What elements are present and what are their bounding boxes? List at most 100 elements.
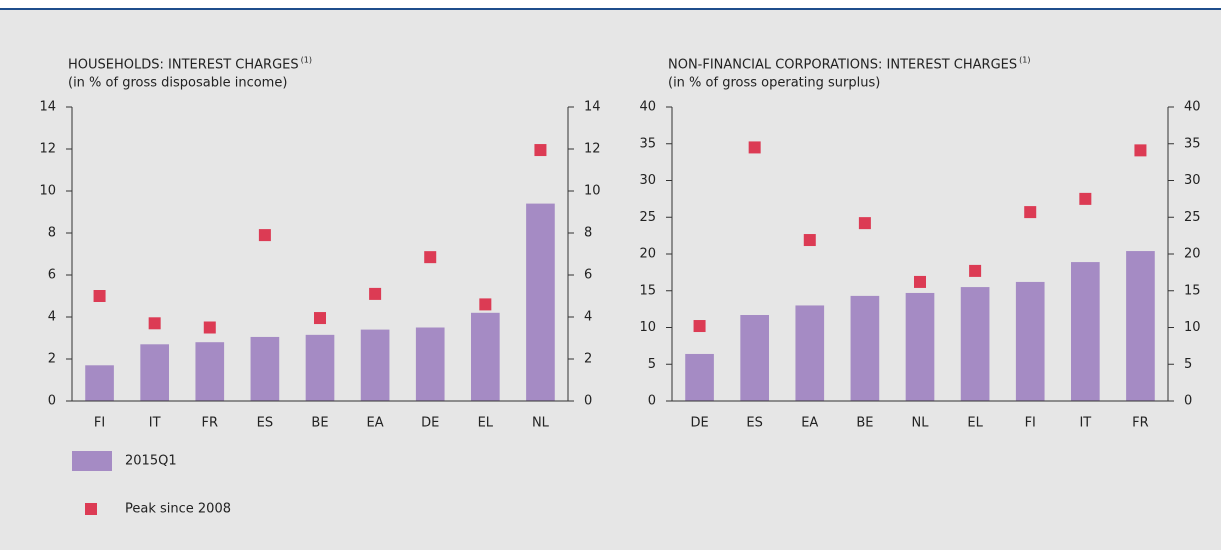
x-tick-label: FR bbox=[202, 416, 219, 431]
y-tick-label: 30 bbox=[639, 173, 656, 188]
y-tick-label: 2 bbox=[48, 352, 56, 367]
peak-marker bbox=[914, 275, 926, 288]
title-note: (1) bbox=[301, 56, 312, 65]
x-tick-label: FI bbox=[1025, 416, 1036, 431]
y2-tick-label: 8 bbox=[584, 226, 592, 241]
y-tick-label: 0 bbox=[648, 394, 656, 409]
legend-label: 2015Q1 bbox=[125, 454, 177, 469]
peak-marker bbox=[858, 217, 871, 230]
x-tick-label: NL bbox=[912, 416, 930, 431]
chart-title: NON-FINANCIAL CORPORATIONS: INTEREST CHA… bbox=[668, 58, 1017, 73]
bar bbox=[415, 327, 445, 401]
chart-subtitle: (in % of gross disposable income) bbox=[68, 76, 287, 91]
bar bbox=[471, 312, 500, 401]
y-tick-label: 10 bbox=[39, 184, 56, 199]
bar bbox=[905, 292, 935, 401]
peak-marker bbox=[969, 264, 982, 277]
y-tick-label: 14 bbox=[39, 100, 56, 115]
peak-marker bbox=[479, 298, 492, 311]
y-tick-label: 40 bbox=[639, 100, 656, 115]
bar bbox=[85, 365, 114, 401]
y2-tick-label: 15 bbox=[1184, 283, 1201, 298]
x-tick-label: ES bbox=[257, 416, 273, 431]
y2-tick-label: 20 bbox=[1184, 247, 1201, 262]
legend: 2015Q1 Peak since 2008 bbox=[72, 451, 231, 517]
x-tick-label: EA bbox=[367, 416, 384, 431]
peak-marker bbox=[93, 290, 106, 302]
x-tick-label: DE bbox=[421, 416, 439, 431]
peak-marker bbox=[258, 229, 271, 242]
y2-tick-label: 35 bbox=[1184, 136, 1201, 151]
bar bbox=[360, 329, 390, 401]
y-tick-label: 25 bbox=[639, 210, 656, 225]
x-tick-label: BE bbox=[856, 416, 873, 431]
bar bbox=[195, 342, 225, 401]
y2-tick-label: 40 bbox=[1184, 100, 1201, 115]
peak-marker bbox=[534, 144, 547, 157]
y2-tick-label: 25 bbox=[1184, 210, 1201, 225]
title-note: (1) bbox=[1019, 56, 1030, 65]
x-tick-label: EL bbox=[967, 416, 983, 431]
bar bbox=[960, 287, 990, 401]
y2-tick-label: 14 bbox=[584, 100, 601, 115]
x-tick-label: FI bbox=[94, 416, 105, 431]
bar bbox=[305, 334, 335, 401]
y2-tick-label: 4 bbox=[584, 310, 592, 325]
x-tick-label: IT bbox=[149, 416, 161, 431]
legend-swatch bbox=[72, 451, 112, 471]
y2-tick-label: 0 bbox=[584, 394, 592, 409]
bar bbox=[685, 353, 714, 401]
legend-label: Peak since 2008 bbox=[125, 502, 231, 517]
peak-marker bbox=[803, 234, 816, 247]
chart-title: HOUSEHOLDS: INTEREST CHARGES bbox=[68, 58, 299, 73]
x-tick-label: EL bbox=[478, 416, 494, 431]
y-tick-label: 12 bbox=[39, 142, 56, 157]
y-tick-label: 20 bbox=[639, 247, 656, 262]
bar bbox=[1071, 262, 1100, 401]
bar bbox=[1126, 251, 1155, 401]
peak-marker bbox=[424, 251, 437, 264]
y2-tick-label: 5 bbox=[1184, 357, 1192, 372]
x-tick-label: DE bbox=[690, 416, 708, 431]
y-tick-label: 10 bbox=[639, 320, 656, 335]
y-tick-label: 6 bbox=[48, 268, 56, 283]
x-tick-label: ES bbox=[746, 416, 762, 431]
y2-tick-label: 2 bbox=[584, 352, 592, 367]
bar bbox=[740, 315, 769, 401]
bar bbox=[250, 336, 280, 401]
peak-marker bbox=[369, 287, 382, 300]
peak-marker bbox=[748, 141, 761, 154]
x-tick-label: IT bbox=[1079, 416, 1091, 431]
x-tick-label: BE bbox=[311, 416, 328, 431]
y2-tick-label: 12 bbox=[584, 142, 601, 157]
bar bbox=[795, 305, 825, 401]
peak-marker bbox=[1079, 192, 1092, 205]
y2-tick-label: 10 bbox=[584, 184, 601, 199]
bar bbox=[850, 295, 880, 401]
y-tick-label: 35 bbox=[639, 136, 656, 151]
y-tick-label: 15 bbox=[639, 283, 656, 298]
x-tick-label: NL bbox=[532, 416, 550, 431]
legend-swatch bbox=[85, 503, 97, 515]
y2-tick-label: 30 bbox=[1184, 173, 1201, 188]
peak-marker bbox=[1134, 144, 1147, 157]
y2-tick-label: 6 bbox=[584, 268, 592, 283]
peak-marker bbox=[693, 320, 706, 333]
peak-marker bbox=[148, 317, 161, 330]
y-tick-label: 8 bbox=[48, 226, 56, 241]
background bbox=[0, 10, 1221, 550]
y2-tick-label: 0 bbox=[1184, 394, 1192, 409]
bar bbox=[140, 344, 169, 401]
peak-marker bbox=[203, 321, 216, 334]
y-tick-label: 5 bbox=[648, 357, 656, 372]
peak-marker bbox=[314, 312, 326, 325]
chart-subtitle: (in % of gross operating surplus) bbox=[668, 76, 880, 91]
bar bbox=[1015, 281, 1045, 401]
y-tick-label: 4 bbox=[48, 310, 56, 325]
peak-marker bbox=[1024, 206, 1037, 219]
x-tick-label: FR bbox=[1132, 416, 1149, 431]
y-tick-label: 0 bbox=[48, 394, 56, 409]
y2-tick-label: 10 bbox=[1184, 320, 1201, 335]
